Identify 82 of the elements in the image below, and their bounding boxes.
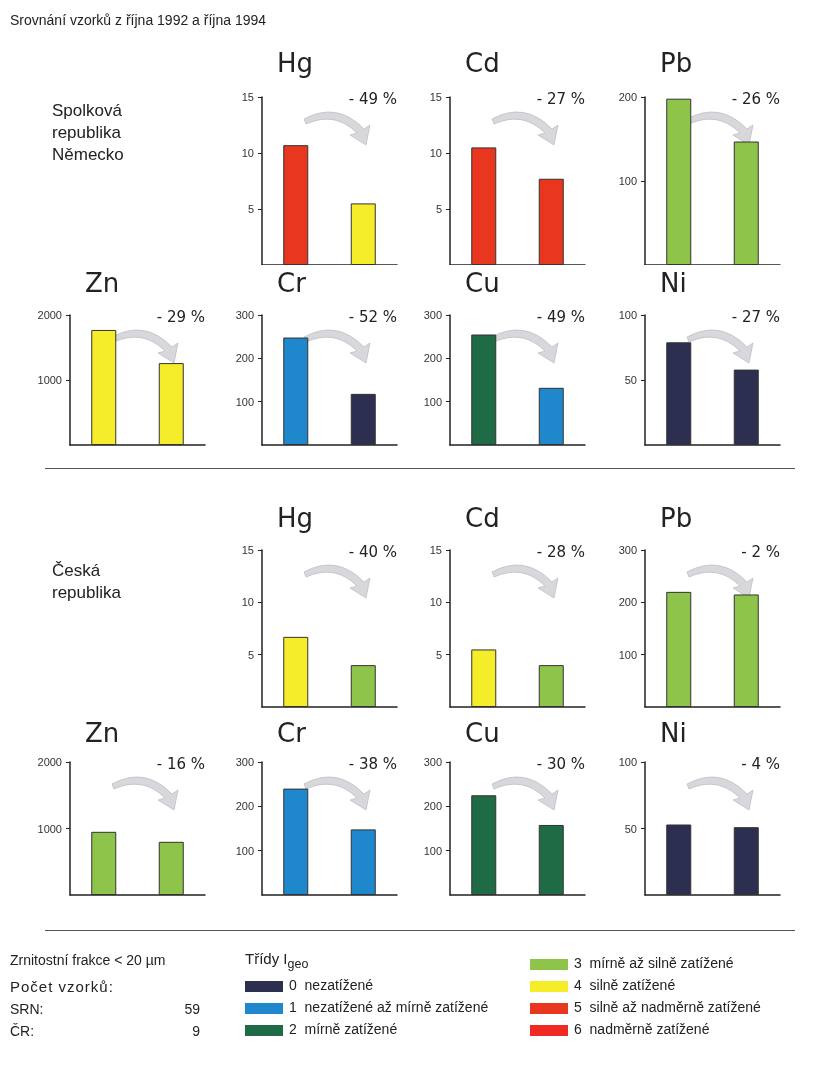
- text: Srovnání vzorků z října 1992 a října 1994: [10, 12, 267, 28]
- annotation: - 26 %: [731, 89, 781, 108]
- y-tick-label: 1000: [37, 822, 62, 835]
- y-tick-label: 200: [618, 91, 637, 103]
- y-tick-label: 5: [435, 203, 442, 215]
- chart-title: Ni: [660, 718, 687, 748]
- annotation: - 27 %: [731, 307, 781, 326]
- y-tick-label: 100: [423, 395, 442, 408]
- y-tick-label: 100: [235, 395, 254, 408]
- y-tick-label: 10: [429, 147, 442, 159]
- annotation: - 49 %: [536, 307, 586, 326]
- y-tick-label: 50: [624, 374, 637, 386]
- text: Počet vzorků:: [10, 978, 114, 995]
- y-tick-label: 300: [423, 756, 442, 768]
- y-tick-label: 50: [624, 822, 637, 835]
- annotation: - 38 %: [348, 754, 398, 773]
- chart-title: Hg: [277, 48, 314, 78]
- annotation: - 52 %: [348, 307, 398, 326]
- text: Spolková republika Německo: [52, 100, 125, 166]
- y-tick-label: 15: [241, 91, 254, 103]
- y-tick-label: 100: [235, 844, 254, 857]
- y-tick-label: 200: [235, 352, 254, 365]
- y-tick-label: 200: [423, 352, 442, 365]
- y-tick-label: 5: [247, 203, 254, 215]
- chart-title: Zn: [85, 268, 120, 298]
- annotation: - 4 %: [741, 754, 780, 773]
- chart-title: Ni: [660, 268, 687, 298]
- category-label: 1 nezatížené až mírně zatížené: [289, 999, 489, 1015]
- annotation: - 16 %: [156, 754, 206, 773]
- chart-title: Zn: [85, 718, 120, 748]
- annotation: - 30 %: [536, 754, 586, 773]
- annotation: - 40 %: [348, 542, 398, 561]
- y-tick-label: 200: [423, 800, 442, 813]
- y-tick-label: 300: [235, 309, 254, 321]
- y-tick-label: 200: [618, 596, 637, 609]
- y-tick-label: 15: [429, 544, 442, 556]
- chart-title: Cd: [465, 48, 500, 78]
- annotation: - 49 %: [348, 89, 398, 108]
- annotation: - 27 %: [536, 89, 586, 108]
- text: SRN:: [10, 1001, 44, 1017]
- y-tick-label: 100: [618, 175, 637, 187]
- category-label: 4 silně zatížené: [574, 977, 676, 993]
- chart-title: Cd: [465, 503, 500, 533]
- text: Česká republika: [52, 560, 122, 604]
- chart-title: Pb: [660, 48, 693, 78]
- text: 59: [183, 1001, 200, 1017]
- y-tick-label: 10: [241, 596, 254, 609]
- category-label: 5 silně až nadměrně zatížené: [574, 999, 761, 1015]
- y-tick-label: 300: [618, 544, 637, 556]
- category-label: 3 mírně až silně zatížené: [574, 955, 734, 971]
- text: 9: [191, 1023, 200, 1039]
- y-tick-label: 10: [429, 596, 442, 609]
- y-tick-label: 15: [429, 91, 442, 103]
- annotation: - 2 %: [741, 542, 780, 561]
- category-label: 2 mírně zatížené: [289, 1021, 398, 1037]
- annotation: - 29 %: [156, 307, 206, 326]
- y-tick-label: 200: [235, 800, 254, 813]
- y-tick-label: 2000: [37, 309, 62, 321]
- y-tick-label: 100: [618, 309, 637, 321]
- y-tick-label: 300: [423, 309, 442, 321]
- y-tick-label: 10: [241, 147, 254, 159]
- chart-title: Cu: [465, 268, 500, 298]
- y-tick-label: 300: [235, 756, 254, 768]
- y-tick-label: 2000: [37, 756, 62, 768]
- text: Třídy I$_{geo}$: [245, 950, 309, 971]
- text: Zrnitostní frakce < 20 µm: [10, 952, 166, 968]
- chart-title: Cu: [465, 718, 500, 748]
- text: ČR:: [10, 1023, 35, 1039]
- y-tick-label: 1000: [37, 374, 62, 386]
- y-tick-label: 100: [618, 648, 637, 661]
- y-tick-label: 100: [423, 844, 442, 857]
- chart-title: Pb: [660, 503, 693, 533]
- category-label: 0 nezatížené: [289, 977, 374, 993]
- annotation: - 28 %: [536, 542, 586, 561]
- category-label: 6 nadměrně zatížené: [574, 1021, 710, 1037]
- chart-title: Hg: [277, 503, 314, 533]
- y-tick-label: 15: [241, 544, 254, 556]
- chart-title: Cr: [277, 268, 307, 298]
- y-tick-label: 100: [618, 756, 637, 768]
- chart-title: Cr: [277, 718, 307, 748]
- y-tick-label: 5: [247, 648, 254, 661]
- y-tick-label: 5: [435, 648, 442, 661]
